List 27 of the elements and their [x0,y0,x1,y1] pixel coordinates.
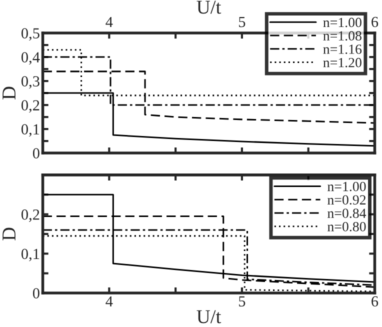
x-tick-label: 6 [372,16,378,28]
y-tick-label: 0 [32,288,40,298]
x-tick-label: 4 [106,296,113,306]
x-tick-label: 4 [106,16,113,27]
y-tick-label: 0,1 [21,124,40,137]
legend-label: n=0.92 [328,195,366,205]
y-axis-title: D [2,86,16,100]
y-tick-label: 0,3 [21,76,40,89]
legend-label: n=1.16 [323,44,362,54]
legend-label: n=1.00 [328,182,366,192]
x-tick-label: 5 [239,296,246,307]
y-tick-label: 0,2 [21,209,40,222]
legend-label: n=0.80 [328,222,366,232]
y-tick-label: 0,5 [21,28,40,41]
legend-label: n=0.84 [328,208,366,218]
x-axis-title: U/t [196,0,222,14]
y-tick-label: 0,2 [21,100,40,113]
y-tick-label: 0,4 [21,52,40,65]
legend-label: n=1.08 [323,31,362,41]
legend-label: n=1.00 [323,18,362,28]
x-tick-label: 6 [372,296,378,307]
y-tick-label: 0 [32,148,40,158]
x-tick-label: 5 [239,16,246,28]
y-tick-label: 0,1 [21,248,40,262]
x-axis-title: U/t [196,310,222,324]
legend-label: n=1.20 [323,58,362,68]
y-axis-title: D [2,228,16,240]
